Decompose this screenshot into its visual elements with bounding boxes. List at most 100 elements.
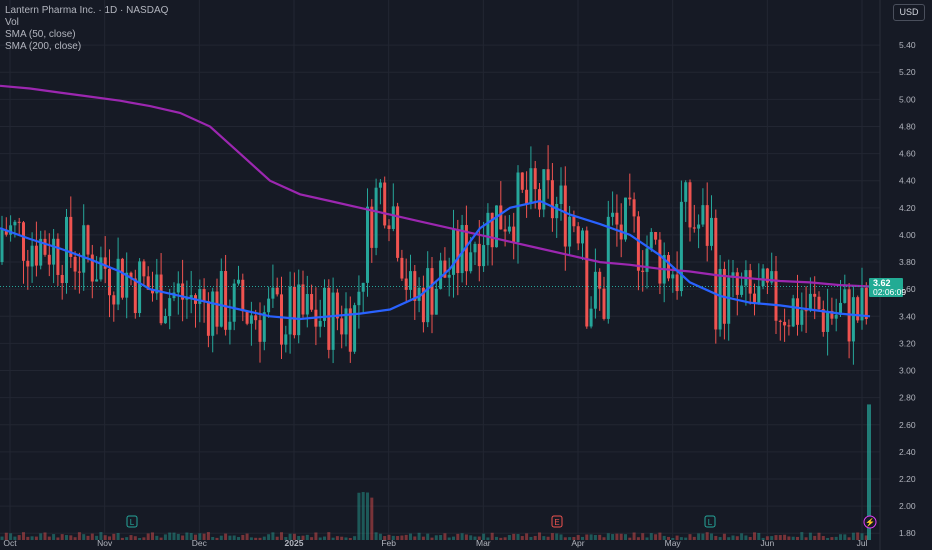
volume-bar	[56, 537, 60, 540]
price-axis[interactable]: 1.80 2.00 2.20 2.40 2.60 2.80 3.00 3.20 3.40 3.60…	[879, 0, 916, 550]
volume-bar	[391, 535, 395, 540]
volume-legend[interactable]: Vol	[5, 17, 19, 28]
candle-body	[654, 232, 658, 240]
currency-button[interactable]: USD	[893, 4, 925, 21]
volume-bar	[495, 536, 498, 540]
volume-bar	[249, 537, 253, 540]
y-tick-label: 3.60	[899, 284, 916, 294]
candle-body	[112, 295, 116, 305]
event-marker[interactable]: E	[551, 515, 563, 528]
volume-bar	[151, 532, 154, 540]
time-axis[interactable]: Oct Nov Dec 2025 Feb Mar Apr May Jun Jul	[3, 538, 867, 548]
volume-bar	[460, 533, 464, 540]
volume-bar	[267, 534, 271, 540]
sma200-legend[interactable]: SMA (200, close)	[5, 41, 82, 52]
volume-bar	[791, 536, 795, 540]
volume-bar	[297, 535, 301, 540]
volume-bar	[245, 533, 249, 540]
candle-body	[108, 268, 111, 296]
candle-body	[636, 216, 640, 271]
y-tick-label: 2.80	[899, 393, 916, 403]
candle-body	[310, 294, 314, 310]
volume-bar	[654, 534, 658, 540]
candlestick-series	[0, 145, 868, 365]
candle-body	[555, 204, 559, 219]
candle-body	[581, 230, 584, 244]
x-tick-label: 2025	[285, 538, 304, 548]
volume-bars	[0, 404, 871, 540]
volume-bar	[77, 532, 81, 540]
volume-bar	[284, 537, 288, 540]
volume-bar	[486, 537, 490, 540]
candle-body	[460, 225, 464, 274]
event-marker[interactable]: L	[704, 515, 716, 528]
volume-bar	[314, 532, 318, 540]
volume-bar	[357, 492, 361, 540]
volume-bar	[262, 536, 266, 540]
sma-50-line	[0, 199, 871, 321]
volume-bar	[280, 532, 283, 540]
volume-bar	[722, 533, 726, 540]
candle-body	[800, 310, 804, 325]
symbol-title[interactable]: Lantern Pharma Inc. · 1D · NASDAQ	[5, 5, 169, 16]
candle-body	[0, 229, 4, 263]
event-marker[interactable]: ⚡	[863, 515, 877, 529]
volume-bar	[538, 532, 541, 540]
event-marker[interactable]: L	[126, 515, 138, 528]
candle-body	[697, 224, 701, 229]
candle-body	[563, 185, 567, 247]
candle-body	[641, 270, 645, 272]
volume-bar	[413, 536, 417, 540]
candle-body	[284, 334, 288, 345]
candle-body	[649, 232, 653, 249]
volume-bar	[692, 536, 696, 540]
volume-bar	[69, 535, 73, 540]
volume-bar	[103, 535, 107, 540]
x-tick-label: Nov	[97, 538, 113, 548]
volume-bar	[224, 533, 228, 540]
candle-body	[22, 222, 25, 261]
volume-bar	[473, 536, 477, 540]
candle-body	[568, 216, 572, 247]
volume-bar	[796, 536, 799, 540]
volume-bar	[323, 536, 326, 540]
candle-body	[409, 271, 412, 290]
last-price-value: 3.62	[873, 278, 891, 288]
volume-bar	[434, 535, 438, 540]
volume-bar	[181, 535, 185, 540]
candle-body	[783, 321, 787, 326]
volume-bar	[387, 534, 391, 540]
candle-body	[770, 271, 774, 283]
volume-bar	[589, 534, 593, 540]
x-tick-label: Mar	[476, 538, 491, 548]
volume-bar	[327, 532, 331, 540]
volume-bar	[576, 535, 580, 540]
volume-bar	[348, 537, 352, 540]
candle-body	[477, 243, 481, 267]
event-markers: L E L ⚡	[126, 515, 877, 529]
volume-bar	[426, 533, 430, 540]
volume-bar	[516, 534, 520, 540]
candle-body	[628, 197, 632, 200]
candle-body	[34, 245, 38, 266]
volume-bar	[731, 535, 735, 540]
candle-body	[830, 310, 834, 319]
volume-bar	[404, 534, 408, 540]
y-tick-label: 2.60	[899, 420, 916, 430]
candle-body	[56, 238, 60, 275]
candle-body	[163, 316, 167, 324]
candle-body	[26, 260, 30, 267]
volume-bar	[146, 533, 150, 540]
volume-bar	[116, 533, 120, 540]
candle-body	[215, 291, 219, 327]
candle-body	[675, 274, 679, 292]
candle-body	[181, 283, 185, 300]
sma50-legend[interactable]: SMA (50, close)	[5, 29, 76, 40]
candle-body	[327, 287, 331, 350]
candle-body	[765, 268, 769, 283]
candle-body	[538, 189, 541, 210]
last-price-tag: 3.62 02:06:09	[869, 278, 906, 297]
candle-body	[232, 283, 236, 322]
volume-bar	[632, 532, 636, 540]
